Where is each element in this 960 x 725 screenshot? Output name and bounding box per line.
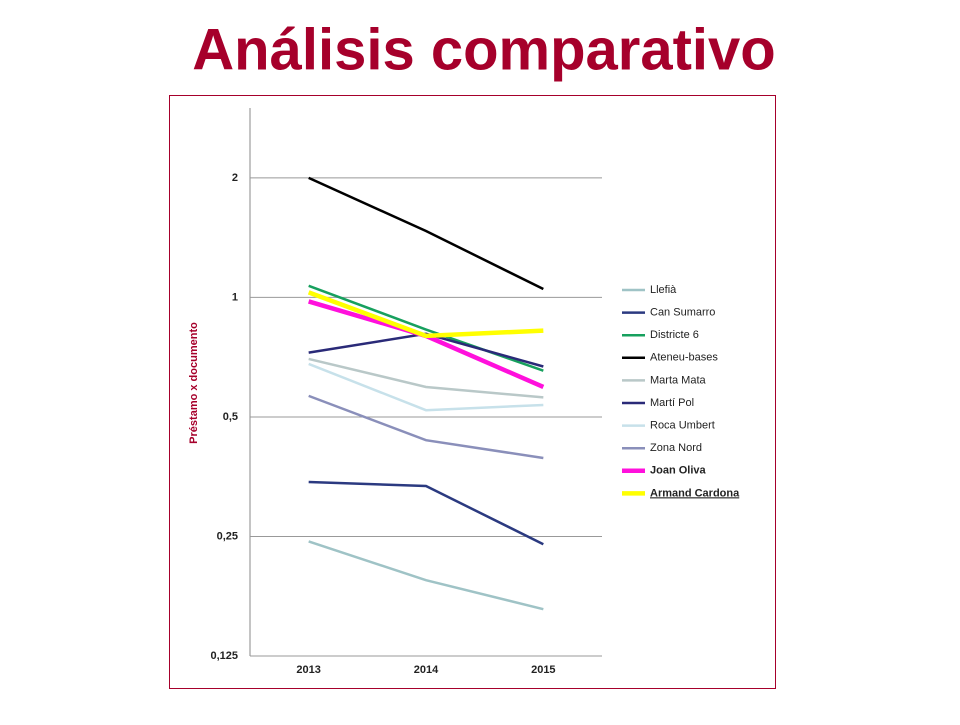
series-line [308, 394, 544, 460]
legend-label: Zona Nord [650, 442, 702, 454]
legend-label: Armand Cardona [650, 487, 740, 499]
x-tick-label: 2015 [531, 664, 555, 676]
series-line [308, 357, 544, 399]
series-line [308, 284, 544, 372]
chart-frame [169, 95, 776, 689]
y-tick-label: 0,5 [223, 411, 238, 423]
series-line [308, 176, 544, 291]
series-line [308, 332, 544, 368]
legend-label: Martí Pol [650, 397, 694, 409]
legend-label: Llefià [650, 284, 677, 296]
legend-label: Can Sumarro [650, 307, 715, 319]
legend-label: Marta Mata [650, 374, 707, 386]
series-line [308, 299, 545, 390]
chart-title: Análisis comparativo [192, 17, 775, 82]
legend-label: Ateneu-bases [650, 352, 718, 364]
y-axis-label: Préstamo x documento [188, 322, 200, 444]
x-tick-label: 2014 [414, 664, 439, 676]
y-tick-label: 0,125 [210, 650, 238, 662]
x-tick-label: 2013 [296, 664, 320, 676]
legend-label: Roca Umbert [650, 420, 715, 432]
legend-label: Districte 6 [650, 329, 699, 341]
y-tick-label: 0,25 [217, 530, 238, 542]
series-line [308, 362, 544, 412]
series-line [307, 290, 544, 339]
series-line [308, 480, 544, 546]
series-line [308, 540, 544, 611]
y-tick-label: 1 [232, 291, 238, 303]
legend-label: Joan Oliva [650, 465, 707, 477]
y-tick-label: 2 [232, 172, 238, 184]
